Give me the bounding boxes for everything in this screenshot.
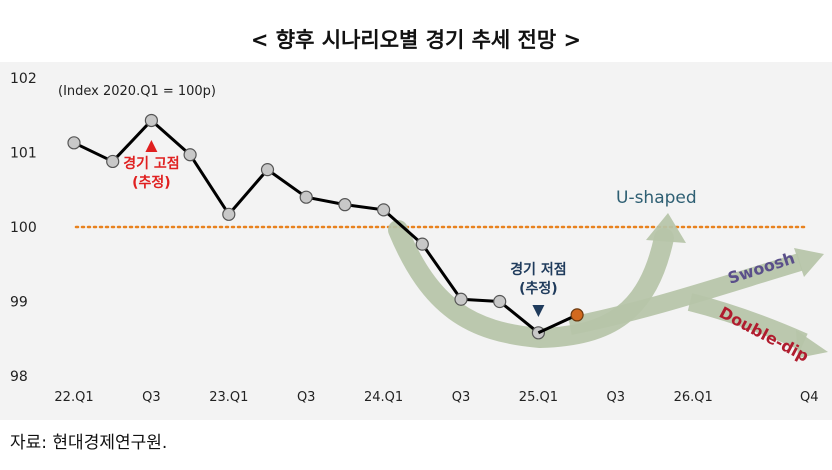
y-tick-label: 101 — [10, 146, 37, 162]
swoosh-arrowhead — [794, 248, 824, 277]
x-tick-label: Q3 — [297, 390, 316, 405]
x-tick-label: 26.Q1 — [674, 390, 713, 405]
y-tick-label: 102 — [10, 71, 37, 87]
trough-label: 경기 저점 — [510, 261, 566, 278]
data-point — [299, 190, 313, 204]
data-point — [415, 237, 429, 251]
trough-label-note: (추정) — [519, 280, 558, 297]
double-dip-arrowhead — [796, 330, 828, 358]
x-tick-label: Q3 — [607, 390, 626, 405]
x-tick-label: Q4 — [800, 390, 819, 405]
x-tick-label: Q3 — [142, 390, 161, 405]
peak-label: 경기 고점 — [123, 155, 179, 172]
data-point — [377, 203, 391, 217]
latest-data-point — [570, 308, 584, 322]
trough-marker-icon — [532, 305, 545, 317]
data-point — [144, 113, 158, 128]
data-point — [106, 154, 120, 169]
x-tick-label: Q3 — [452, 390, 471, 405]
data-point — [493, 294, 507, 309]
x-tick-label: 23.Q1 — [209, 390, 248, 405]
x-tick-label: 22.Q1 — [54, 390, 93, 405]
peak-marker-icon — [145, 140, 158, 152]
data-point — [183, 148, 197, 162]
y-tick-label: 98 — [10, 369, 28, 385]
data-point — [338, 198, 352, 212]
y-tick-label: 99 — [10, 295, 28, 311]
latest-segment — [537, 313, 578, 335]
chart-title: < 향후 시나리오별 경기 추세 전망 > — [250, 28, 582, 52]
data-point — [67, 136, 81, 150]
x-tick-label: 25.Q1 — [519, 390, 558, 405]
line-chart: 98 99 100 101 102 22.Q1 Q3 23.Q1 Q3 24.Q1 Q3 25.Q1 Q… — [10, 71, 828, 405]
source-note: 자료: 현대경제연구원. — [10, 433, 168, 453]
double-dip-arrow — [687, 293, 808, 351]
y-tick-label: 100 — [10, 220, 37, 236]
u-shaped-arrowhead — [646, 213, 686, 243]
swoosh-arrow — [568, 253, 803, 335]
x-tick-label: 24.Q1 — [364, 390, 403, 405]
data-point — [454, 292, 468, 306]
data-point — [260, 163, 275, 177]
data-point — [222, 207, 236, 221]
scenario-label-u-shaped: U-shaped — [616, 188, 697, 208]
index-note: (Index 2020.Q1 = 100p) — [58, 84, 216, 99]
peak-label-note: (추정) — [132, 174, 171, 191]
chart-panel: 98 99 100 101 102 22.Q1 Q3 23.Q1 Q3 24.Q1 Q3 25.Q1 Q… — [0, 62, 832, 420]
